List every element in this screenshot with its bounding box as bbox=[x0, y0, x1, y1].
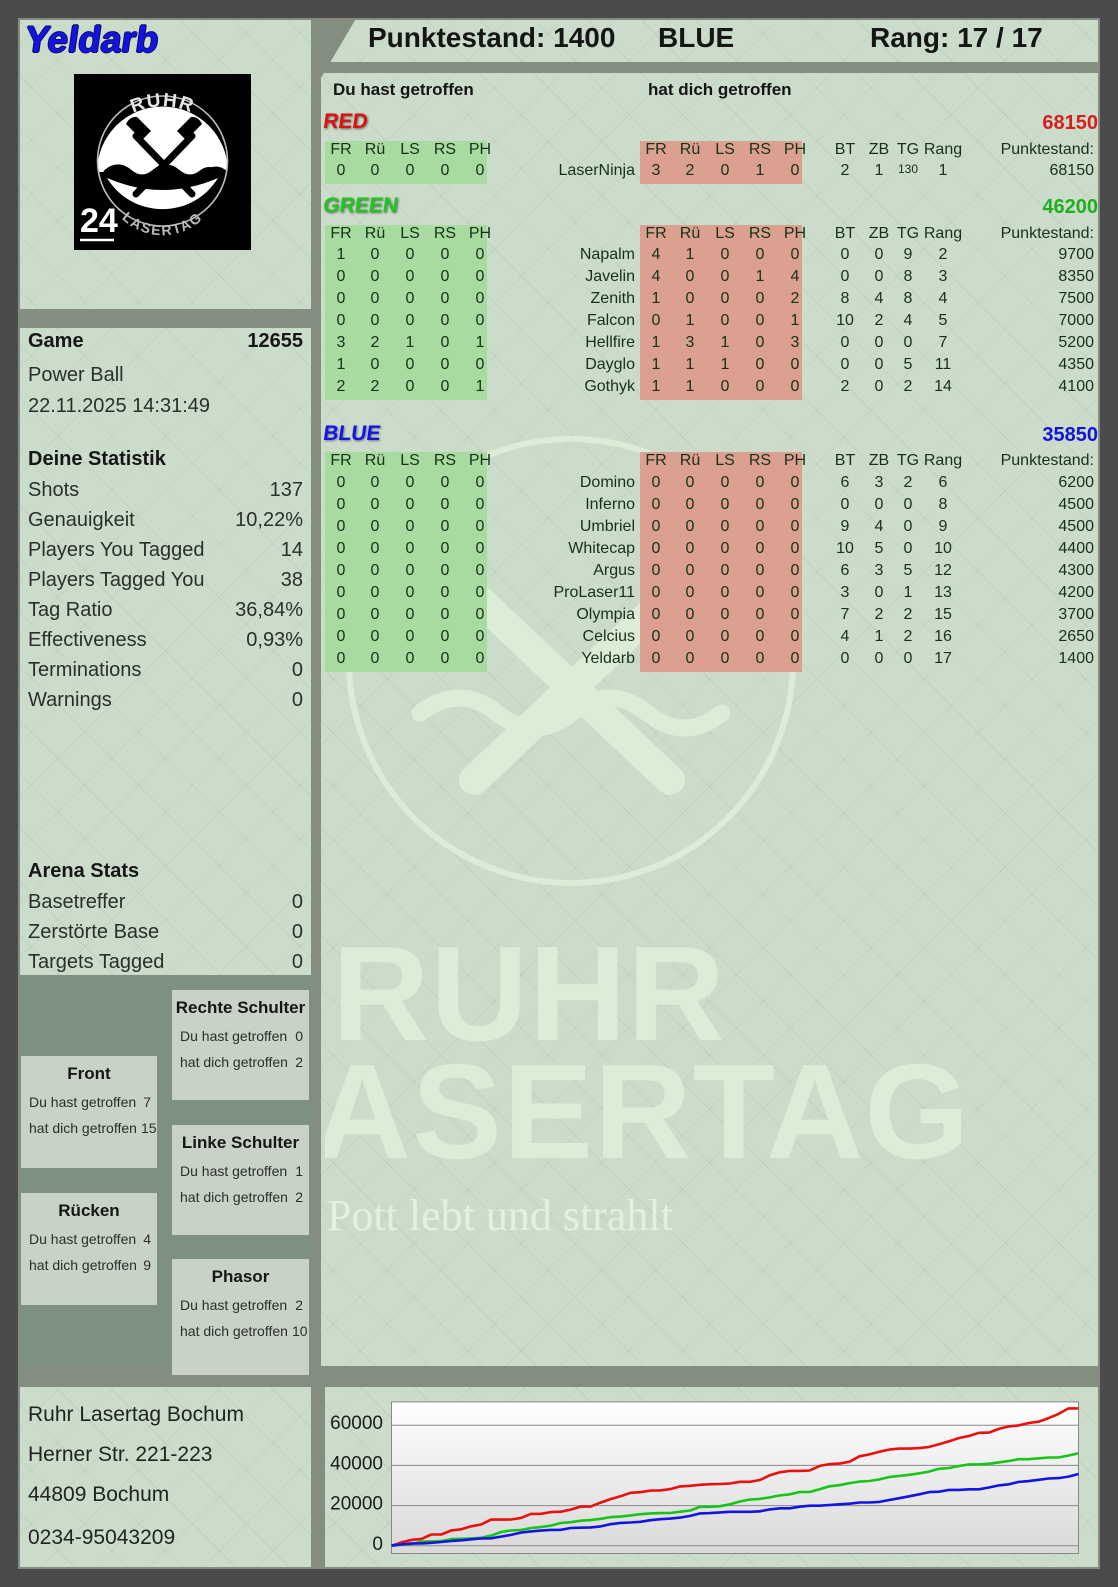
svg-text:24: 24 bbox=[80, 202, 118, 240]
svg-text:20000: 20000 bbox=[330, 1494, 383, 1515]
svg-text:60000: 60000 bbox=[330, 1413, 383, 1434]
svg-text:0: 0 bbox=[372, 1534, 383, 1555]
svg-text:LASERTAG: LASERTAG bbox=[325, 1036, 970, 1187]
svg-text:40000: 40000 bbox=[330, 1454, 383, 1475]
svg-text:Der Pott lebt und strahlt: Der Pott lebt und strahlt bbox=[325, 1191, 673, 1240]
svg-text:LASERTAG: LASERTAG bbox=[120, 208, 206, 238]
